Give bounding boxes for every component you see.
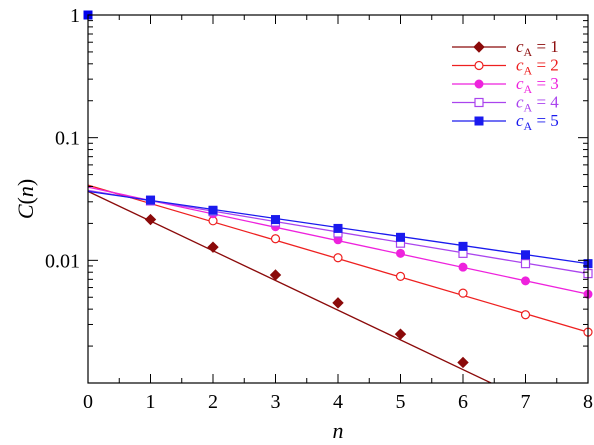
legend-marker [474, 60, 484, 71]
axis-tick-labels: 0 1 2 3 4 5 6 7 8 0.01 0.1 1 [45, 5, 593, 413]
series-layer [83, 10, 593, 384]
legend-item: cA = 1 [452, 37, 559, 59]
legend-item: cA = 4 [452, 93, 559, 115]
data-point [271, 215, 280, 225]
x-tick-label: 8 [583, 391, 593, 413]
x-axis-title: n [333, 418, 344, 443]
legend-item: cA = 3 [452, 74, 559, 96]
plot-area: 0 1 2 3 4 5 6 7 8 0.01 0.1 1 [45, 5, 593, 413]
series-1 [87, 190, 492, 384]
legend-marker [474, 79, 484, 89]
x-tick-label: 2 [208, 391, 218, 413]
data-point [395, 271, 406, 281]
data-point [458, 262, 468, 272]
data-point [144, 213, 157, 226]
data-point [458, 241, 468, 251]
data-point [270, 234, 281, 244]
y-axis-title: C(n) [13, 179, 38, 219]
plot-frame [87, 14, 589, 384]
legend-label: cA = 3 [516, 74, 559, 96]
x-tick-label: 1 [146, 391, 156, 413]
data-point [332, 297, 344, 309]
x-tick-label: 4 [333, 391, 343, 413]
y-tick-label: 0.01 [45, 250, 80, 272]
legend-label: cA = 5 [516, 111, 559, 133]
legend-label-main: c [516, 74, 524, 93]
y-tick-label: 0.1 [55, 128, 80, 150]
data-point [396, 248, 405, 258]
y-axis-label-close-paren: ) [13, 179, 38, 186]
series-2 [87, 184, 593, 337]
y-axis-label-main: C [13, 204, 38, 219]
legend-label: cA = 4 [516, 93, 559, 115]
series-3 [87, 186, 593, 299]
legend-label: cA = 2 [516, 56, 559, 78]
legend-item: cA = 2 [452, 56, 559, 78]
legend-label-sub: A [524, 101, 533, 115]
data-point [208, 205, 218, 215]
x-tick-label: 5 [396, 391, 406, 413]
data-point [458, 288, 468, 298]
legend-marker [474, 97, 484, 108]
data-point [394, 328, 407, 340]
legend-label-sub: A [524, 45, 533, 59]
x-tick-label: 7 [521, 391, 531, 413]
legend-label-main: c [516, 93, 524, 112]
legend-label-value: = 2 [532, 56, 559, 75]
legend-label-main: c [516, 56, 524, 75]
data-point [333, 253, 343, 263]
y-axis-label: C(n) [13, 179, 38, 219]
axis-ticks [87, 14, 589, 383]
series-4 [87, 189, 593, 279]
legend-label-main: c [516, 37, 524, 56]
series-fit-line [87, 190, 492, 384]
legend-label-value: = 3 [532, 74, 559, 93]
legend: cA = 1cA = 2cA = 3cA = 4cA = 5 [452, 37, 559, 133]
y-tick-label: 1 [70, 5, 80, 27]
data-point [146, 195, 155, 205]
data-point [521, 250, 530, 260]
legend-label-sub: A [524, 119, 533, 133]
data-point [520, 310, 531, 320]
x-tick-label: 0 [83, 391, 93, 413]
legend-marker [473, 41, 485, 53]
data-point [207, 241, 219, 253]
legend-label-sub: A [524, 82, 533, 96]
y-axis-label-arg: n [13, 186, 38, 197]
legend-label-main: c [516, 111, 524, 130]
data-point [333, 223, 343, 233]
legend-label: cA = 1 [516, 37, 559, 59]
x-tick-label: 3 [271, 391, 281, 413]
legend-label-sub: A [524, 64, 533, 78]
legend-label-value: = 1 [532, 37, 559, 56]
data-point [521, 276, 530, 286]
legend-item: cA = 5 [452, 111, 559, 133]
x-axis-label: n [333, 418, 344, 443]
data-point [457, 356, 469, 369]
legend-marker [474, 116, 484, 126]
legend-label-value: = 5 [532, 111, 559, 130]
y-axis-label-open-paren: ( [13, 197, 38, 204]
series-5 [87, 190, 593, 269]
legend-label-value: = 4 [532, 93, 559, 112]
data-point [269, 269, 282, 281]
data-point [520, 259, 531, 269]
data-point [396, 232, 405, 242]
x-tick-label: 6 [458, 391, 468, 413]
